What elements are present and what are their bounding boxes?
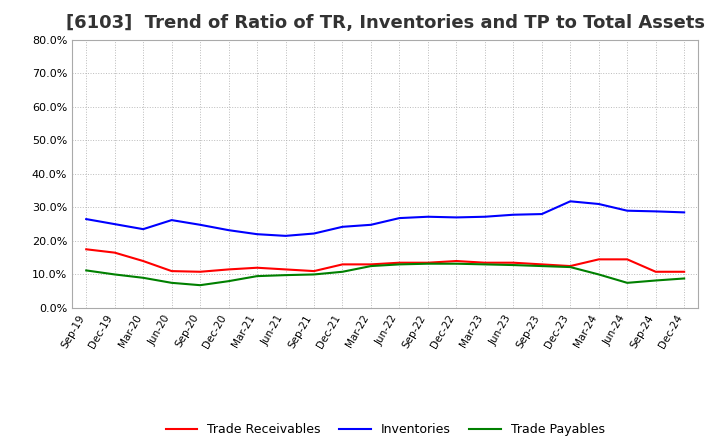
Trade Receivables <box>623 257 631 262</box>
Inventories <box>595 202 603 207</box>
Trade Payables <box>566 264 575 270</box>
Trade Payables <box>652 278 660 283</box>
Trade Receivables <box>82 247 91 252</box>
Trade Payables <box>282 272 290 278</box>
Trade Receivables <box>366 262 375 267</box>
Title: [6103]  Trend of Ratio of TR, Inventories and TP to Total Assets: [6103] Trend of Ratio of TR, Inventories… <box>66 15 705 33</box>
Inventories <box>537 211 546 216</box>
Trade Receivables <box>110 250 119 255</box>
Trade Receivables <box>196 269 204 275</box>
Trade Receivables <box>566 264 575 269</box>
Inventories <box>338 224 347 229</box>
Inventories <box>680 210 688 215</box>
Trade Receivables <box>225 267 233 272</box>
Inventories <box>282 233 290 238</box>
Trade Payables <box>537 264 546 269</box>
Trade Receivables <box>595 257 603 262</box>
Trade Payables <box>395 262 404 267</box>
Trade Payables <box>623 280 631 286</box>
Inventories <box>366 222 375 227</box>
Trade Receivables <box>139 258 148 264</box>
Line: Trade Receivables: Trade Receivables <box>86 249 684 272</box>
Trade Payables <box>139 275 148 280</box>
Trade Receivables <box>253 265 261 270</box>
Inventories <box>623 208 631 213</box>
Trade Receivables <box>310 268 318 274</box>
Inventories <box>167 217 176 223</box>
Inventories <box>310 231 318 236</box>
Trade Receivables <box>452 258 461 264</box>
Trade Payables <box>196 282 204 288</box>
Trade Receivables <box>652 269 660 275</box>
Trade Payables <box>82 268 91 273</box>
Trade Receivables <box>423 260 432 265</box>
Line: Trade Payables: Trade Payables <box>86 264 684 285</box>
Trade Receivables <box>680 269 688 275</box>
Trade Payables <box>595 272 603 277</box>
Inventories <box>509 212 518 217</box>
Trade Payables <box>366 264 375 269</box>
Inventories <box>82 216 91 222</box>
Trade Payables <box>509 262 518 268</box>
Trade Payables <box>310 272 318 277</box>
Legend: Trade Receivables, Inventories, Trade Payables: Trade Receivables, Inventories, Trade Pa… <box>161 418 610 440</box>
Trade Payables <box>253 274 261 279</box>
Trade Receivables <box>395 260 404 265</box>
Trade Payables <box>452 261 461 266</box>
Trade Payables <box>480 262 489 267</box>
Trade Receivables <box>167 268 176 274</box>
Inventories <box>139 227 148 232</box>
Trade Payables <box>338 269 347 275</box>
Trade Payables <box>423 261 432 266</box>
Trade Receivables <box>282 267 290 272</box>
Inventories <box>566 199 575 204</box>
Trade Receivables <box>338 262 347 267</box>
Trade Payables <box>225 279 233 284</box>
Trade Payables <box>110 272 119 277</box>
Inventories <box>110 221 119 227</box>
Line: Inventories: Inventories <box>86 202 684 236</box>
Trade Receivables <box>480 260 489 265</box>
Inventories <box>395 216 404 221</box>
Inventories <box>652 209 660 214</box>
Inventories <box>196 222 204 227</box>
Inventories <box>452 215 461 220</box>
Trade Payables <box>680 276 688 281</box>
Trade Payables <box>167 280 176 286</box>
Trade Receivables <box>537 262 546 267</box>
Trade Receivables <box>509 260 518 265</box>
Inventories <box>423 214 432 220</box>
Inventories <box>480 214 489 220</box>
Inventories <box>225 227 233 233</box>
Inventories <box>253 231 261 237</box>
